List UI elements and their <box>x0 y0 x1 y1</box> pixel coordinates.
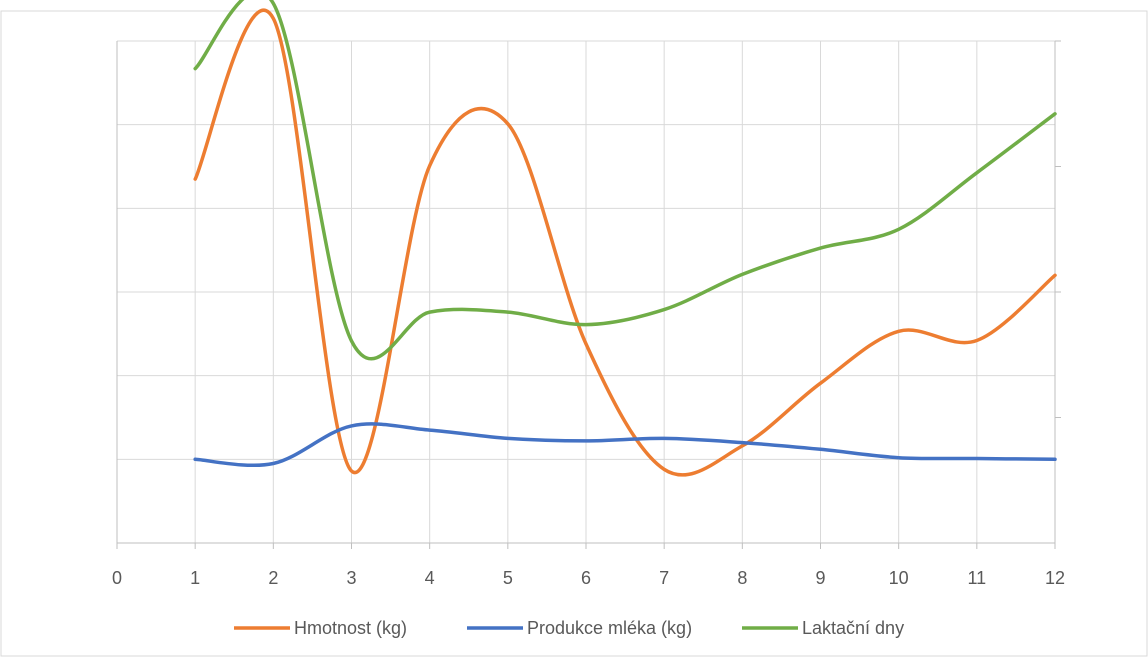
series-lines <box>193 0 1057 477</box>
x-tick-label: 10 <box>889 568 909 588</box>
x-tick-label: 2 <box>268 568 278 588</box>
x-axis-tick-labels: 0 1 2 3 4 5 6 7 8 9 10 11 12 <box>112 568 1065 588</box>
x-tick-label: 7 <box>659 568 669 588</box>
x-tick-label: 4 <box>425 568 435 588</box>
series-line-hmotnost-kg <box>193 8 1057 477</box>
x-tick-label: 6 <box>581 568 591 588</box>
legend-label-produkce-mleka-kg: Produkce mléka (kg) <box>527 618 692 638</box>
x-tick-label: 3 <box>346 568 356 588</box>
x-tick-label: 11 <box>967 568 986 588</box>
series-line-produkce-mleka-kg <box>193 422 1057 468</box>
x-tick-label: 8 <box>737 568 747 588</box>
x-tick-label: 0 <box>112 568 122 588</box>
legend-label-hmotnost-kg: Hmotnost (kg) <box>294 618 407 638</box>
series-line-laktacni-dny <box>193 0 1057 361</box>
x-tick-label: 9 <box>815 568 825 588</box>
x-tick-label: 12 <box>1045 568 1065 588</box>
x-tick-label: 1 <box>190 568 200 588</box>
chart-border <box>0 10 1148 657</box>
legend: Hmotnost (kg) Produkce mléka (kg) Laktační… <box>234 618 904 638</box>
legend-label-laktacni-dny: Laktační dny <box>802 618 904 638</box>
x-tick-label: 5 <box>503 568 513 588</box>
